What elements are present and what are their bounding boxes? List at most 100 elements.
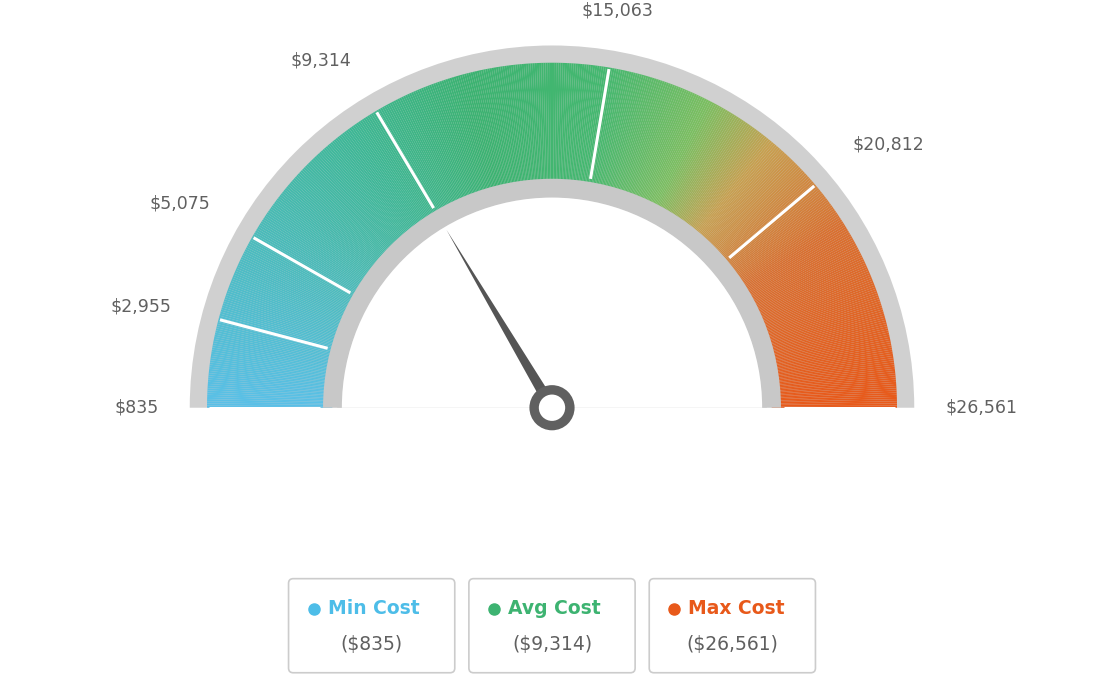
Wedge shape [771, 368, 895, 384]
Wedge shape [739, 226, 847, 294]
Wedge shape [569, 63, 580, 189]
Wedge shape [744, 239, 854, 302]
Wedge shape [230, 283, 348, 330]
Wedge shape [700, 153, 786, 247]
Text: $26,561: $26,561 [946, 399, 1018, 417]
Wedge shape [209, 366, 335, 383]
Wedge shape [468, 72, 500, 195]
Wedge shape [374, 111, 440, 219]
Wedge shape [511, 65, 528, 190]
Wedge shape [382, 106, 445, 217]
Wedge shape [643, 94, 697, 208]
Wedge shape [771, 384, 896, 394]
Wedge shape [750, 257, 863, 313]
Wedge shape [240, 259, 354, 314]
Wedge shape [250, 239, 360, 302]
Wedge shape [670, 117, 739, 223]
Wedge shape [208, 391, 332, 398]
Wedge shape [681, 128, 756, 231]
Wedge shape [684, 132, 762, 233]
Wedge shape [766, 333, 889, 361]
Wedge shape [688, 137, 767, 236]
Wedge shape [216, 326, 339, 357]
Wedge shape [736, 221, 843, 290]
Wedge shape [771, 371, 895, 386]
Wedge shape [772, 391, 896, 398]
Wedge shape [220, 311, 341, 348]
Wedge shape [222, 305, 342, 344]
Wedge shape [300, 170, 393, 257]
Wedge shape [231, 281, 348, 328]
Wedge shape [475, 71, 505, 194]
Wedge shape [721, 188, 819, 269]
Wedge shape [771, 375, 895, 388]
Wedge shape [445, 79, 486, 199]
Wedge shape [769, 360, 894, 379]
Wedge shape [236, 267, 351, 319]
Wedge shape [270, 207, 373, 281]
Wedge shape [708, 164, 797, 253]
Wedge shape [756, 283, 874, 330]
Wedge shape [298, 173, 391, 259]
Wedge shape [265, 214, 371, 286]
Wedge shape [442, 80, 482, 200]
Wedge shape [212, 349, 336, 372]
Wedge shape [400, 97, 456, 211]
Wedge shape [332, 188, 772, 408]
Wedge shape [771, 380, 896, 391]
Wedge shape [262, 219, 368, 289]
Wedge shape [401, 97, 457, 210]
Wedge shape [214, 335, 338, 362]
Wedge shape [242, 255, 355, 312]
Wedge shape [470, 72, 501, 195]
Wedge shape [253, 234, 362, 298]
Wedge shape [216, 324, 339, 356]
Wedge shape [704, 159, 793, 250]
Wedge shape [760, 293, 878, 336]
Wedge shape [745, 246, 858, 306]
Wedge shape [772, 404, 896, 406]
Wedge shape [323, 148, 407, 243]
Wedge shape [371, 113, 438, 221]
Wedge shape [703, 158, 792, 250]
Wedge shape [715, 178, 810, 262]
Wedge shape [263, 217, 369, 288]
Wedge shape [720, 184, 817, 267]
Wedge shape [720, 186, 818, 268]
Wedge shape [762, 303, 881, 342]
Wedge shape [344, 131, 421, 233]
Wedge shape [212, 345, 336, 369]
Wedge shape [751, 261, 866, 315]
Wedge shape [340, 134, 418, 234]
Wedge shape [731, 207, 834, 281]
Wedge shape [672, 119, 742, 225]
Wedge shape [429, 85, 475, 203]
Wedge shape [675, 121, 746, 226]
Wedge shape [680, 128, 755, 230]
Wedge shape [623, 81, 665, 200]
Wedge shape [754, 270, 870, 322]
Wedge shape [252, 236, 362, 299]
Wedge shape [307, 164, 396, 253]
Wedge shape [734, 215, 840, 286]
Wedge shape [767, 337, 890, 364]
Wedge shape [710, 168, 802, 257]
Wedge shape [576, 65, 593, 190]
Wedge shape [354, 124, 427, 228]
Wedge shape [755, 277, 872, 326]
Wedge shape [223, 301, 343, 341]
Wedge shape [749, 253, 861, 310]
Wedge shape [767, 339, 891, 365]
Wedge shape [384, 106, 446, 216]
Wedge shape [208, 386, 333, 395]
Wedge shape [433, 83, 478, 201]
Wedge shape [302, 168, 394, 257]
Wedge shape [217, 322, 339, 355]
Wedge shape [740, 228, 848, 295]
Wedge shape [765, 326, 888, 357]
Wedge shape [213, 339, 337, 365]
Wedge shape [460, 75, 495, 196]
Wedge shape [593, 69, 618, 193]
Wedge shape [209, 375, 333, 388]
Wedge shape [439, 81, 481, 200]
